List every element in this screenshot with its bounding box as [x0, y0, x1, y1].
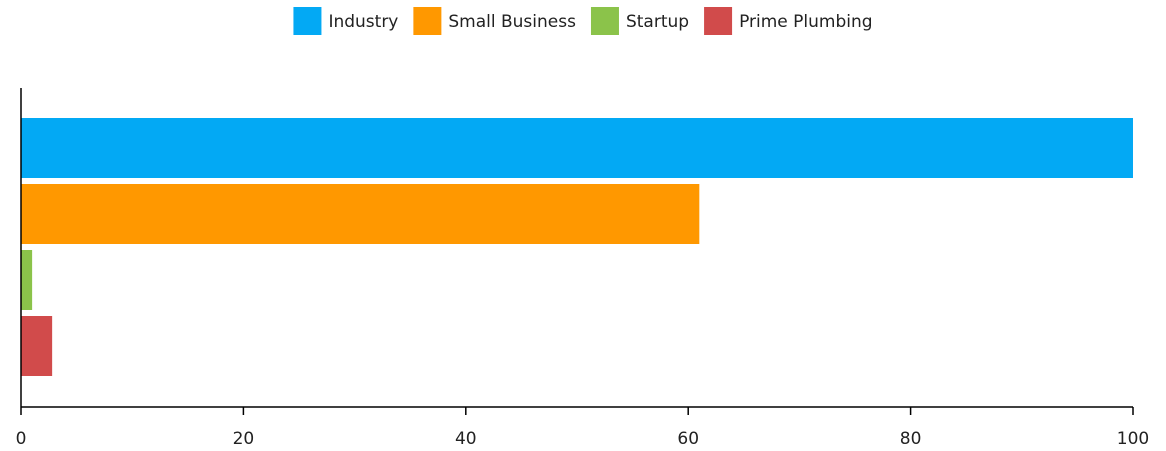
x-axis-ticks: 0 20 40 60 80 100 [16, 407, 1149, 449]
legend-swatch [413, 7, 442, 35]
x-tick-label: 60 [677, 429, 699, 449]
axes [20, 88, 1133, 408]
legend-swatch [590, 7, 619, 35]
bars [21, 118, 1133, 376]
bar-prime-plumbing [21, 316, 53, 376]
bar-startup [21, 250, 33, 310]
legend-label: Prime Plumbing [739, 12, 872, 32]
x-tick-label: 40 [455, 429, 477, 449]
legend-item-industry[interactable]: Industry [293, 7, 398, 35]
x-tick-label: 20 [233, 429, 255, 449]
legend-swatch [704, 7, 733, 35]
legend-label: Industry [328, 12, 398, 32]
legend-label: Startup [626, 12, 689, 32]
legend-label: Small Business [448, 12, 576, 32]
legend: Industry Small Business Startup Prime Plumb… [293, 7, 873, 35]
legend-item-prime-plumbing[interactable]: Prime Plumbing [704, 7, 873, 35]
legend-item-startup[interactable]: Startup [590, 7, 689, 35]
x-tick-label: 80 [900, 429, 922, 449]
x-tick-label: 0 [16, 429, 27, 449]
x-tick-label: 100 [1117, 429, 1149, 449]
bar-industry [21, 118, 1133, 178]
legend-item-small-business[interactable]: Small Business [413, 7, 576, 35]
legend-swatch [293, 7, 322, 35]
bar-small-business [21, 184, 700, 244]
